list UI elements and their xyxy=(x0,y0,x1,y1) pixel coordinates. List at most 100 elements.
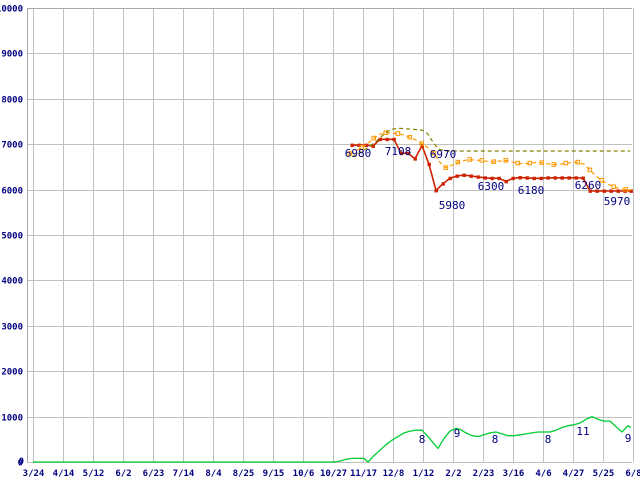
series-ma_short-marker xyxy=(419,141,425,146)
series-price-marker xyxy=(553,176,557,180)
series-price-marker xyxy=(406,151,410,156)
x-tick-label: 8/25 xyxy=(233,469,255,479)
series-ma_short-marker xyxy=(383,130,389,135)
y-tick-label: 6000 xyxy=(1,187,23,197)
series-price-marker xyxy=(511,176,515,181)
series-price-marker xyxy=(427,162,431,167)
series-ma_short-marker xyxy=(503,158,509,163)
series-price-marker xyxy=(602,189,606,193)
x-tick-label: 4/6 xyxy=(535,469,551,479)
series-ma_short-marker xyxy=(491,159,497,165)
y-tick-label: 0 xyxy=(18,459,23,469)
series-price-marker xyxy=(434,189,438,193)
series-price-marker xyxy=(441,182,445,186)
series-price-marker xyxy=(413,157,417,161)
y-tick-label: 7000 xyxy=(1,141,23,151)
x-tick-label: 2/2 xyxy=(445,469,461,479)
series-ma_short-marker xyxy=(359,144,365,150)
x-tick-label: 4/14 xyxy=(53,469,75,479)
series-price-marker xyxy=(448,176,452,181)
x-tick-label: 9/15 xyxy=(263,469,285,479)
value-label: 6260 xyxy=(575,179,602,192)
series-ma_short-marker xyxy=(467,157,473,162)
series-ma_short-marker xyxy=(479,158,485,163)
y-tick-label: 1000 xyxy=(1,414,23,424)
x-tick-label: 6/2 xyxy=(115,469,131,479)
series-price-marker xyxy=(609,189,613,193)
x-tick-label: 10/27 xyxy=(320,469,347,479)
series-price-marker xyxy=(392,137,396,142)
x-tick-label: 3/24 xyxy=(23,469,45,479)
series-layer xyxy=(33,127,633,463)
series-price-marker xyxy=(629,189,633,193)
y-axis-tick-labels: 0 1000 2000 3000 4000 5000 6000 7000 8000 9000 100… xyxy=(0,5,24,469)
series-price-marker xyxy=(357,143,361,148)
series-price-marker xyxy=(504,179,508,184)
value-label: 11 xyxy=(576,425,589,438)
value-label: 5970 xyxy=(604,195,631,208)
series-ma_short-marker xyxy=(527,160,533,166)
value-label: 6970 xyxy=(430,148,457,161)
value-label: 8 xyxy=(419,433,426,446)
series-price-marker xyxy=(539,176,543,181)
series-ma_short-marker xyxy=(599,178,605,183)
value-label: 6180 xyxy=(518,184,545,197)
y-tick-label: 3000 xyxy=(1,323,23,333)
value-label: 9 xyxy=(454,427,461,440)
y-tick-label: 9000 xyxy=(1,50,23,60)
series-ma_short-marker xyxy=(539,160,545,165)
value-label: 6980 xyxy=(345,147,372,160)
series-price-marker xyxy=(455,174,459,178)
series-price-marker xyxy=(595,189,599,193)
series-ma_short-marker xyxy=(371,135,377,141)
x-tick-label: 5/25 xyxy=(593,469,615,479)
x-tick-label: 7/14 xyxy=(173,469,195,479)
grid-layer xyxy=(27,8,634,463)
series-price-marker xyxy=(497,176,501,181)
series-price-marker xyxy=(525,176,529,180)
value-label: 6300 xyxy=(478,180,505,193)
series-price-marker xyxy=(350,143,354,148)
series-price-marker xyxy=(364,143,368,148)
series-price-marker xyxy=(462,173,466,177)
series-price-marker xyxy=(546,176,550,180)
series-ma_short-marker xyxy=(455,159,461,165)
y-tick-label: 4000 xyxy=(1,277,23,287)
series-price-marker xyxy=(616,189,620,193)
y-tick-label: 8000 xyxy=(1,96,23,106)
y-origin-label: 0 xyxy=(19,457,24,467)
x-tick-label: 12/8 xyxy=(383,469,405,479)
x-tick-label: 2/23 xyxy=(473,469,495,479)
value-label: 8 xyxy=(492,433,499,446)
x-tick-label: 10/6 xyxy=(293,469,315,479)
series-price-marker xyxy=(469,174,473,178)
series-ma_short-marker xyxy=(575,159,581,165)
series-ma_short-line xyxy=(349,132,632,191)
series-price-marker xyxy=(560,176,564,180)
series-ma_short-marker xyxy=(515,160,521,166)
series-price-marker xyxy=(574,176,578,180)
series-ma_short-marker xyxy=(587,167,593,173)
y-tick-label: 10000 xyxy=(0,5,23,15)
x-tick-label: 4/27 xyxy=(563,469,585,479)
series-ma_short-marker xyxy=(347,151,353,156)
y-tick-label: 2000 xyxy=(1,368,23,378)
series-price-marker xyxy=(567,176,571,180)
series-price-marker xyxy=(371,144,375,148)
series-price-marker xyxy=(588,189,592,193)
series-price-marker xyxy=(532,176,536,181)
value-label: 7108 xyxy=(385,145,412,158)
series-price-marker xyxy=(476,175,480,179)
series-ma_short-marker xyxy=(551,162,557,167)
x-tick-label: 1/12 xyxy=(413,469,435,479)
series-ma_short-marker xyxy=(395,131,401,136)
value-label: 5980 xyxy=(439,199,466,212)
series-ma_short-marker xyxy=(563,160,569,166)
x-tick-label: 5/12 xyxy=(83,469,105,479)
series-price-marker xyxy=(581,176,585,180)
series-price-marker xyxy=(483,176,487,180)
series-volume-line xyxy=(33,415,632,463)
